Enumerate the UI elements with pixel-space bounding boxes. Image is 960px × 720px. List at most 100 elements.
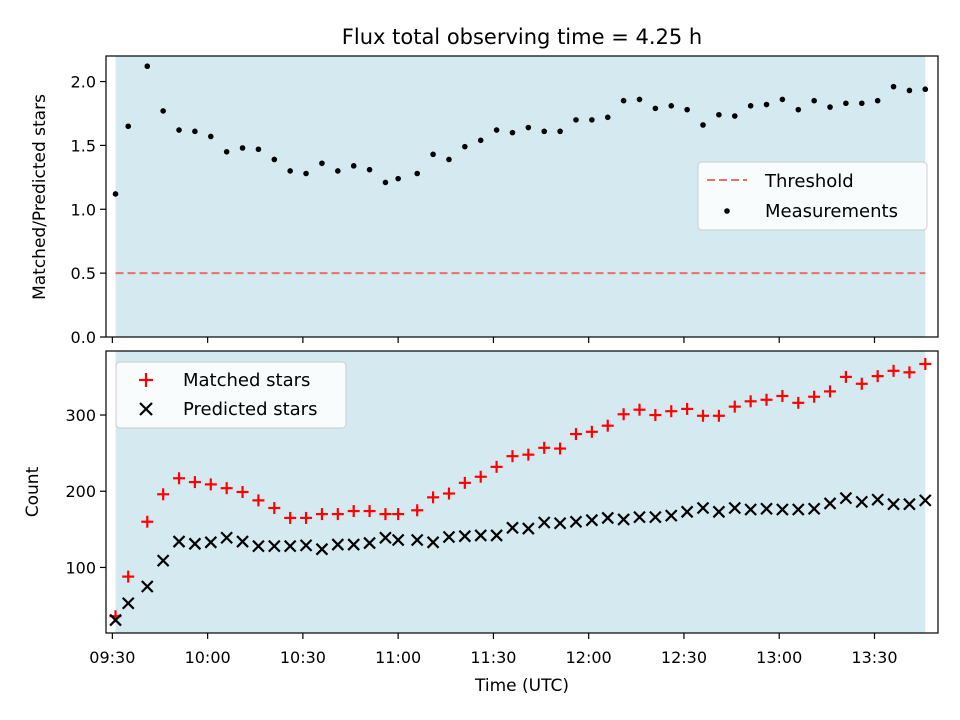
predicted-star-point — [410, 533, 424, 547]
measurement-point — [684, 106, 690, 113]
measurement-point — [922, 86, 929, 93]
predicted-star-point — [490, 529, 503, 542]
measurement-point — [446, 156, 452, 163]
matched-star-point — [347, 505, 360, 518]
matched-star-point — [122, 570, 135, 583]
matched-star-point — [839, 370, 852, 383]
measurement-point — [716, 111, 722, 118]
matched-star-point — [855, 377, 868, 390]
legend-matched-label: Matched stars — [183, 370, 310, 391]
predicted-star-point — [331, 538, 345, 551]
measurement-point — [541, 128, 548, 135]
ratio-y-tick-label: 1.5 — [71, 136, 96, 155]
predicted-star-point — [585, 513, 599, 527]
matched-star-point — [315, 508, 328, 521]
matched-star-point — [585, 425, 598, 438]
measurement-point — [557, 128, 563, 135]
x-axis-label: Time (UTC) — [474, 676, 569, 696]
predicted-star-point — [537, 516, 551, 529]
matched-stars-points — [109, 357, 932, 623]
x-tick-label: 10:00 — [185, 648, 231, 667]
matched-star-point — [728, 400, 741, 413]
matched-star-point — [331, 508, 344, 521]
predicted-star-point — [188, 537, 202, 551]
matched-star-point — [220, 482, 233, 495]
predicted-star-point — [776, 503, 789, 516]
measurement-point — [125, 123, 132, 130]
measurement-point — [160, 108, 166, 114]
legend-predicted-label: Predicted stars — [183, 399, 317, 420]
count-y-tick-label: 100 — [65, 558, 96, 577]
predicted-star-point — [807, 502, 821, 516]
matched-star-point — [554, 442, 567, 455]
predicted-star-point — [172, 535, 186, 548]
predicted-star-point — [458, 529, 472, 543]
predicted-star-point — [760, 502, 773, 516]
ratio-plot-frame — [105, 55, 939, 338]
ratio-y-tick-label: 2.0 — [71, 73, 96, 92]
x-tick-label: 13:00 — [756, 648, 802, 667]
matched-star-point — [538, 441, 551, 454]
predicted-star-point — [633, 510, 646, 524]
measurement-point — [493, 127, 500, 133]
measurement-point — [509, 129, 516, 136]
measurement-point — [747, 103, 754, 109]
matched-star-point — [744, 395, 757, 408]
measurement-point — [382, 179, 389, 186]
measurement-point — [890, 83, 897, 90]
x-tick-label: 10:30 — [280, 648, 326, 667]
measurement-point — [176, 127, 182, 133]
matched-star-point — [760, 393, 773, 406]
matched-star-point — [442, 487, 455, 500]
measurement-point — [525, 124, 532, 131]
measurement-point — [779, 96, 786, 103]
matched-star-point — [173, 472, 186, 485]
matched-star-point — [268, 502, 281, 515]
predicted-star-point — [315, 542, 329, 556]
matched-star-point — [458, 476, 471, 489]
matched-star-point — [712, 409, 725, 422]
measurement-point — [604, 114, 611, 121]
measurement-point — [144, 63, 151, 70]
predicted-star-point — [791, 503, 805, 516]
matched-star-point — [392, 508, 405, 521]
measurement-points — [112, 63, 929, 197]
x-tick-label: 11:30 — [470, 648, 516, 667]
matched-star-point — [300, 511, 313, 524]
x-tick-label: 12:30 — [661, 648, 707, 667]
measurement-point — [319, 160, 325, 167]
measurement-point — [700, 122, 706, 128]
measurement-point — [366, 166, 373, 173]
predicted-star-point — [649, 510, 662, 524]
matched-star-point — [824, 385, 837, 398]
predicted-star-point — [121, 596, 135, 610]
ratio-legend-box — [697, 161, 928, 231]
measurement-point — [668, 103, 675, 109]
predicted-star-point — [347, 538, 360, 551]
measurement-point — [223, 148, 230, 155]
measurement-point — [811, 97, 817, 104]
ratio-y-tick-label: 0.5 — [71, 264, 96, 283]
predicted-star-point — [204, 536, 218, 549]
matched-star-point — [522, 448, 535, 461]
predicted-star-point — [871, 493, 884, 506]
measurement-point — [827, 104, 833, 110]
x-tick-label: 09:30 — [89, 648, 135, 667]
measurement-point — [620, 97, 627, 104]
count-legend-box — [115, 361, 347, 429]
matched-star-point — [649, 409, 662, 422]
predicted-star-point — [696, 501, 710, 515]
predicted-star-point — [887, 497, 900, 511]
measurement-point — [477, 137, 484, 144]
predicted-star-point — [728, 501, 742, 515]
predicted-star-point — [617, 513, 630, 526]
predicted-star-point — [299, 539, 313, 552]
matched-star-point — [665, 405, 678, 418]
predicted-star-point — [855, 495, 869, 509]
matched-star-point — [379, 508, 392, 521]
measurement-point — [573, 117, 579, 123]
predicted-star-point — [919, 494, 932, 507]
predicted-star-point — [744, 503, 757, 516]
measurement-point — [462, 143, 468, 150]
